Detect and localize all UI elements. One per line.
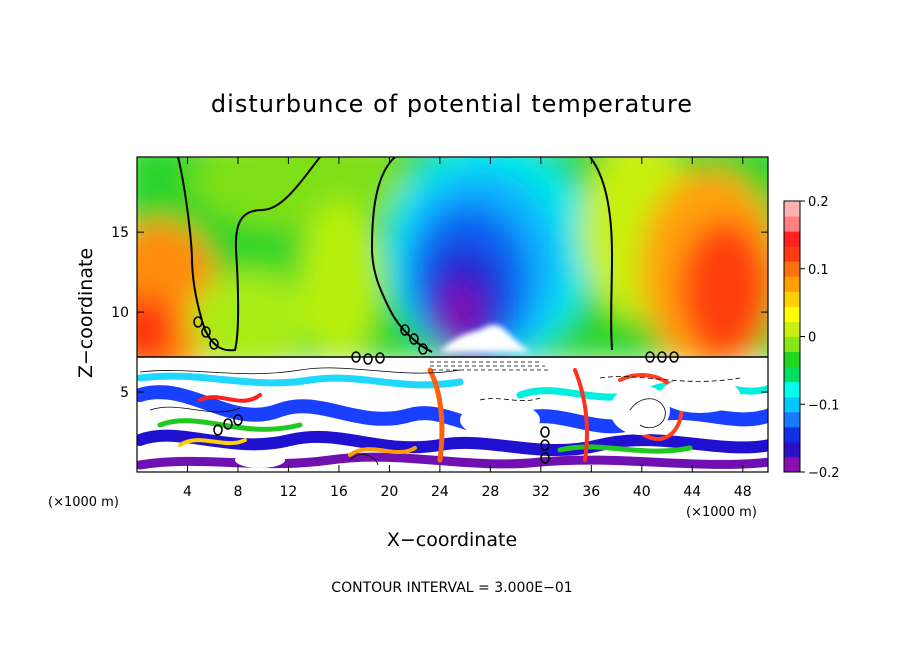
chart-title: disturbunce of potential temperature bbox=[211, 90, 693, 118]
x-unit-left: (×1000 m) bbox=[48, 495, 119, 510]
colorbar-tick-label: −0.2 bbox=[808, 466, 840, 481]
colorbar-swatch bbox=[784, 276, 800, 292]
y-axis: 5 10 15 bbox=[111, 225, 768, 401]
upper-field bbox=[137, 157, 768, 380]
x-axis: 4 8 12 16 20 24 28 32 36 40 44 48 bbox=[183, 157, 752, 500]
x-tick-label: 48 bbox=[734, 484, 752, 500]
x-tick-label: 40 bbox=[633, 484, 651, 500]
lower-contours bbox=[139, 361, 741, 466]
colorbar-swatch bbox=[784, 426, 800, 443]
colorbar-swatch bbox=[784, 366, 800, 383]
colorbar-swatch bbox=[784, 441, 800, 458]
x-tick-label: 32 bbox=[532, 484, 550, 500]
colorbar-tick-label: 0.2 bbox=[808, 195, 829, 210]
colorbar-swatch bbox=[784, 291, 800, 307]
x-tick-label: 24 bbox=[431, 484, 449, 500]
x-tick-label: 28 bbox=[481, 484, 499, 500]
colorbar-tick-label: 0 bbox=[808, 331, 816, 346]
colorbar-tick-label: −0.1 bbox=[808, 398, 840, 413]
x-tick-label: 8 bbox=[233, 484, 242, 500]
x-tick-label: 16 bbox=[330, 484, 348, 500]
colorbar-tick-label: 0.1 bbox=[808, 263, 829, 278]
colorbar-ticks: 0.2 0.1 0 −0.1 −0.2 bbox=[800, 195, 840, 481]
colorbar-swatch bbox=[784, 456, 800, 473]
contour-labels bbox=[193, 316, 679, 464]
x-tick-label: 4 bbox=[183, 484, 192, 500]
plot-area bbox=[137, 157, 768, 472]
colorbar-swatch bbox=[784, 216, 800, 232]
x-axis-label: X−coordinate bbox=[387, 529, 517, 551]
x-unit-right: (×1000 m) bbox=[686, 505, 757, 520]
y-tick-label: 10 bbox=[111, 305, 129, 321]
x-tick-label: 20 bbox=[380, 484, 398, 500]
colorbar-swatch bbox=[784, 201, 800, 217]
white-patch bbox=[440, 325, 530, 352]
colorbar-swatch bbox=[784, 246, 800, 262]
x-tick-label: 36 bbox=[582, 484, 600, 500]
lower-white-swirls bbox=[235, 377, 740, 468]
colorbar-swatch bbox=[784, 351, 800, 368]
y-tick-label: 5 bbox=[120, 385, 129, 401]
colorbar-swatch bbox=[784, 231, 800, 247]
colorbar-swatch bbox=[784, 381, 800, 398]
colorbar-swatch bbox=[784, 261, 800, 277]
colorbar-swatch bbox=[784, 321, 800, 337]
colorbar-swatch bbox=[784, 306, 800, 322]
plot-frame bbox=[136, 156, 769, 473]
colorbar-swatch bbox=[784, 336, 800, 353]
y-axis-label: Z−coordinate bbox=[75, 248, 97, 378]
contour-interval: CONTOUR INTERVAL = 3.000E−01 bbox=[331, 580, 572, 596]
x-tick-label: 12 bbox=[280, 484, 298, 500]
colorbar-swatch bbox=[784, 396, 800, 413]
zero-contour bbox=[177, 157, 614, 353]
colorbar bbox=[784, 201, 800, 473]
y-tick-label: 15 bbox=[111, 225, 129, 241]
x-tick-label: 44 bbox=[683, 484, 701, 500]
colorbar-swatch bbox=[784, 411, 800, 428]
